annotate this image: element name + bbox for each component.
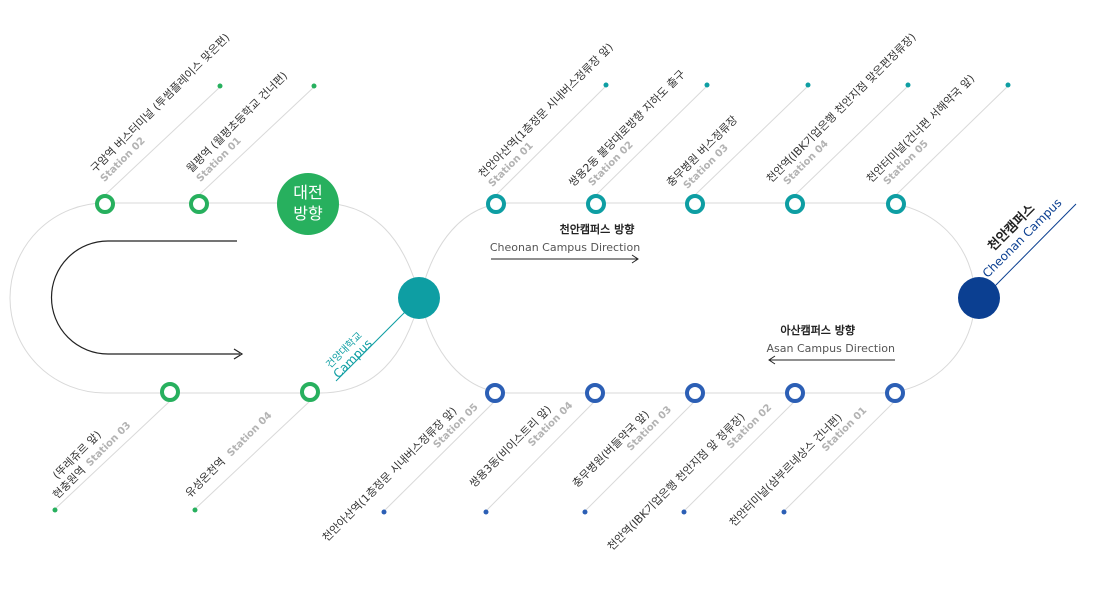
cheonan-direction-ko: 천안캠퍼스 방향 bbox=[560, 222, 635, 236]
cheonan-hub-label: 천안캠퍼스 Cheonan Campus bbox=[980, 196, 1065, 281]
station-label: 유성온천역 Station 04 bbox=[182, 410, 274, 500]
station-label: 천안아산역(1층정문 시내버스정류장 앞) Station 05 bbox=[319, 402, 480, 544]
station-marker bbox=[685, 194, 705, 214]
station-marker bbox=[885, 383, 905, 403]
station-marker bbox=[785, 383, 805, 403]
asan-direction-en: Asan Campus Direction bbox=[767, 342, 896, 355]
station-number: Station 04 bbox=[225, 410, 274, 459]
station-label: 충무병원 버스정류장 Station 03 bbox=[664, 113, 740, 191]
asan-direction-ko: 아산캠퍼스 방향 bbox=[780, 323, 855, 337]
station-label: 천안역(IBK기업은행 천안지점 앞 정류장) Station 02 bbox=[604, 402, 774, 553]
station-label: 월평역 (월평초등학교 건너편) Station 01 bbox=[184, 69, 290, 184]
konyang-hub-label: 건양대학교 Campus bbox=[324, 330, 375, 381]
station-label: (뚜레쥬르 앞) 현충원역 Station 03 bbox=[50, 420, 133, 502]
konyang-hub bbox=[398, 277, 440, 319]
daejeon-hub bbox=[277, 173, 339, 235]
cheonan-direction-arrow bbox=[491, 254, 639, 264]
station-marker bbox=[95, 194, 115, 214]
leader-lines bbox=[54, 85, 1077, 512]
cheonan-direction-en: Cheonan Campus Direction bbox=[490, 241, 640, 254]
station-marker bbox=[486, 194, 506, 214]
station-marker bbox=[785, 194, 805, 214]
station-name: 충무병원(버들약국 앞) bbox=[569, 407, 652, 490]
station-marker bbox=[586, 194, 606, 214]
asan-direction-arrow bbox=[768, 355, 895, 365]
station-label: 천안터미널(건너편 서해약국 앞) Station 05 bbox=[863, 71, 977, 187]
station-label: 쌍용3동(비이스트리 앞) Station 04 bbox=[467, 400, 575, 490]
station-name: 천안아산역(1층정문 시내버스정류장 앞) bbox=[319, 404, 459, 544]
station-marker bbox=[585, 383, 605, 403]
station-name: 천안터미널(건너편 서해약국 앞) bbox=[863, 71, 977, 185]
track bbox=[9, 202, 976, 394]
station-marker bbox=[685, 383, 705, 403]
station-marker bbox=[160, 382, 180, 402]
leader-dots bbox=[52, 82, 1011, 515]
cheonan-loop-track bbox=[419, 202, 976, 394]
station-markers bbox=[95, 194, 906, 403]
cheonan-hub bbox=[958, 277, 1000, 319]
daejeon-loop-track bbox=[9, 202, 421, 394]
station-marker bbox=[886, 194, 906, 214]
daejeon-hub-label-2: 방향 bbox=[293, 204, 323, 223]
station-label: 충무병원(버들약국 앞) Station 03 bbox=[569, 404, 674, 490]
u-turn-arrow bbox=[50, 240, 244, 360]
station-name: 유성온천역 bbox=[182, 454, 228, 500]
station-label: 천안터미널(삼부르네상스 건너편) Station 01 bbox=[726, 405, 869, 529]
station-marker bbox=[485, 383, 505, 403]
station-marker bbox=[300, 382, 320, 402]
daejeon-hub-label-1: 대전 bbox=[293, 183, 322, 202]
station-marker bbox=[189, 194, 209, 214]
station-name: 쌍용2동 불당대로방향 지하도 출구 bbox=[565, 67, 687, 189]
